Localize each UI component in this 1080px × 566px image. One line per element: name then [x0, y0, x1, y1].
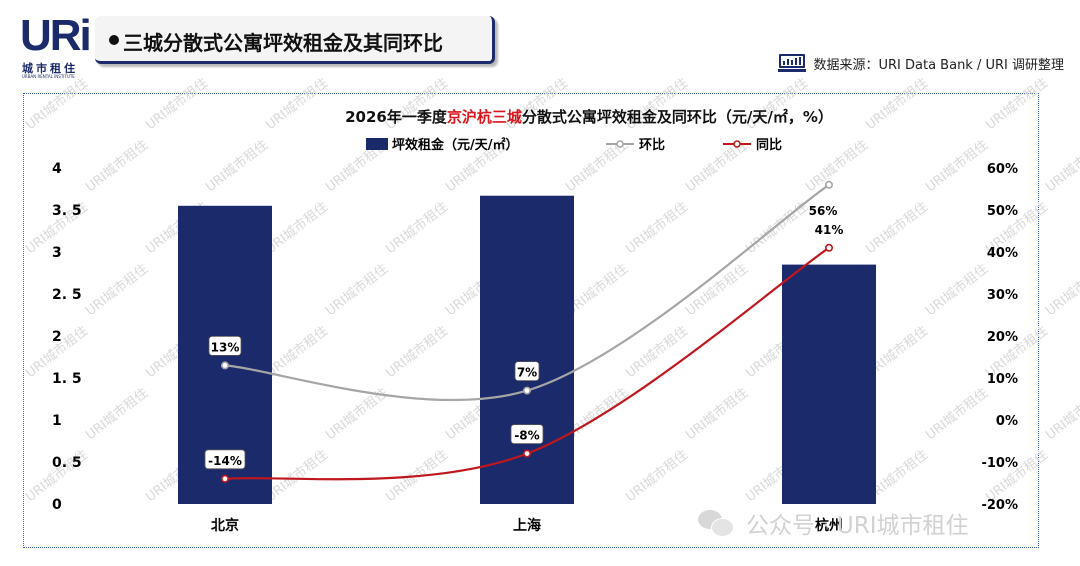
watermark-text: URI城市租住: [83, 137, 151, 195]
left-tick-label: 4: [52, 161, 62, 177]
wechat-watermark-text: 公众号 · URI城市租住: [746, 513, 969, 539]
point-huanbi: [221, 361, 230, 370]
watermark-text: URI城市租住: [263, 75, 331, 133]
left-tick-label: 3: [52, 245, 62, 261]
header-title-box: 三城分散式公寓坪效租金及其同环比: [95, 16, 495, 64]
data-label: -8%: [514, 429, 539, 443]
watermark-text: URI城市租住: [683, 385, 751, 443]
watermark-text: URI城市租住: [983, 75, 1051, 133]
right-tick-label: 60%: [987, 162, 1018, 177]
watermark-text: URI城市租住: [923, 385, 991, 443]
watermark-text: URI城市租住: [263, 323, 331, 381]
page-title: 三城分散式公寓坪效租金及其同环比: [123, 31, 443, 55]
right-tick-label: -20%: [981, 498, 1018, 513]
data-label-box: [510, 424, 544, 445]
bar-2: [480, 195, 574, 504]
watermark-text: URI城市租住: [923, 261, 991, 319]
category-label: 上海: [513, 517, 541, 534]
legend-swatch-bar: [366, 138, 388, 150]
left-tick-label: 0. 5: [52, 455, 82, 471]
data-label-box: [204, 449, 246, 470]
watermark-text: URI城市租住: [863, 199, 931, 257]
data-label: -14%: [208, 454, 242, 468]
data-label-box: [514, 361, 540, 382]
left-axis-ticks: 0 0. 5 1 1. 5 2 2. 5 3 3. 5 4: [52, 161, 82, 513]
category-labels: 北京 上海 杭州: [211, 517, 843, 534]
watermark-text: URI城市租住: [623, 447, 691, 505]
watermark-text: URI城市租住: [623, 323, 691, 381]
watermark-text: URI城市租住: [83, 261, 151, 319]
watermark-text: URI城市租住: [383, 323, 451, 381]
category-label: 北京: [211, 517, 239, 534]
legend-marker-huanbi: [616, 140, 624, 148]
logo-mark: URi: [20, 11, 92, 60]
data-bank-icon: [777, 54, 806, 72]
watermark-text: URI城市租住: [263, 447, 331, 505]
data-label: 13%: [211, 340, 240, 354]
right-tick-label: -10%: [981, 456, 1018, 471]
watermark-text: URI城市租住: [803, 137, 871, 195]
right-tick-label: 30%: [987, 288, 1018, 303]
right-tick-label: 50%: [987, 204, 1018, 219]
uri-logo: URi 城市租住 URBAN RENTAL INSTITUTE: [20, 11, 92, 80]
point-tongbi: [824, 243, 833, 252]
data-source: 数据来源：URI Data Bank / URI 调研整理: [777, 52, 1065, 74]
point-huanbi: [522, 386, 531, 395]
left-tick-label: 0: [52, 497, 62, 513]
data-label: 41%: [815, 223, 844, 237]
wechat-icon: [698, 508, 736, 538]
watermark-text: URI城市租住: [683, 137, 751, 195]
watermark-text: URI城市租住: [683, 261, 751, 319]
watermark-text: URI城市租住: [1043, 261, 1080, 319]
data-label-box: [208, 335, 242, 356]
legend-marker-tongbi: [733, 140, 741, 148]
logo-english-name: URBAN RENTAL INSTITUTE: [22, 74, 75, 79]
point-huanbi: [824, 180, 833, 189]
legend-label-tongbi: 同比: [756, 137, 782, 153]
chart-frame: [23, 93, 1039, 548]
right-tick-label: 0%: [996, 414, 1018, 429]
legend-label-bar: 坪效租金（元/天/㎡）: [392, 137, 519, 153]
watermark-text: URI城市租住: [23, 75, 91, 133]
watermark-text: URI城市租住: [923, 137, 991, 195]
right-tick-label: 20%: [987, 330, 1018, 345]
watermark-text: URI城市租住: [1043, 385, 1080, 443]
legend: 坪效租金（元/天/㎡） 环比 同比: [366, 137, 782, 153]
right-tick-label: 10%: [987, 372, 1018, 387]
watermark-text: URI城市租住: [203, 137, 271, 195]
data-labels: 13% 7% 56% -14% -8% 41%: [204, 204, 844, 470]
data-label: 56%: [809, 204, 838, 218]
right-tick-label: 40%: [987, 246, 1018, 261]
point-tongbi: [221, 474, 230, 483]
series-lines: [221, 180, 833, 483]
watermark-text: URI城市租住: [1043, 137, 1080, 195]
title-bullet-icon: [109, 35, 119, 45]
logo-chinese-name: 城市租住: [22, 62, 78, 75]
bar-3: [782, 264, 876, 504]
left-tick-label: 1: [52, 413, 62, 429]
watermark-text: URI城市租住: [323, 261, 391, 319]
category-label: 杭州: [815, 517, 843, 534]
watermark-text: URI城市租住: [263, 199, 331, 257]
watermark-text: URI城市租住: [143, 75, 211, 133]
left-tick-label: 3. 5: [52, 203, 82, 219]
data-source-text: 数据来源：URI Data Bank / URI 调研整理: [813, 57, 1065, 73]
left-tick-label: 1. 5: [52, 371, 82, 387]
data-label: 7%: [517, 366, 537, 380]
chart-title: 2026年一季度京沪杭三城分散式公寓坪效租金及同环比（元/天/㎡，%）: [345, 108, 833, 126]
watermark-text: URI城市租住: [83, 385, 151, 443]
watermark-text: URI城市租住: [383, 199, 451, 257]
left-tick-label: 2: [52, 329, 62, 345]
point-tongbi: [522, 449, 531, 458]
legend-label-huanbi: 环比: [639, 137, 665, 153]
right-axis-ticks: -20% -10% 0% 10% 20% 30% 40% 50% 60%: [981, 162, 1018, 513]
wechat-watermark: 公众号 · URI城市租住: [698, 506, 969, 540]
left-tick-label: 2. 5: [52, 287, 82, 303]
watermark-text: URI城市租住: [623, 199, 691, 257]
watermark-text: URI城市租住: [863, 75, 931, 133]
